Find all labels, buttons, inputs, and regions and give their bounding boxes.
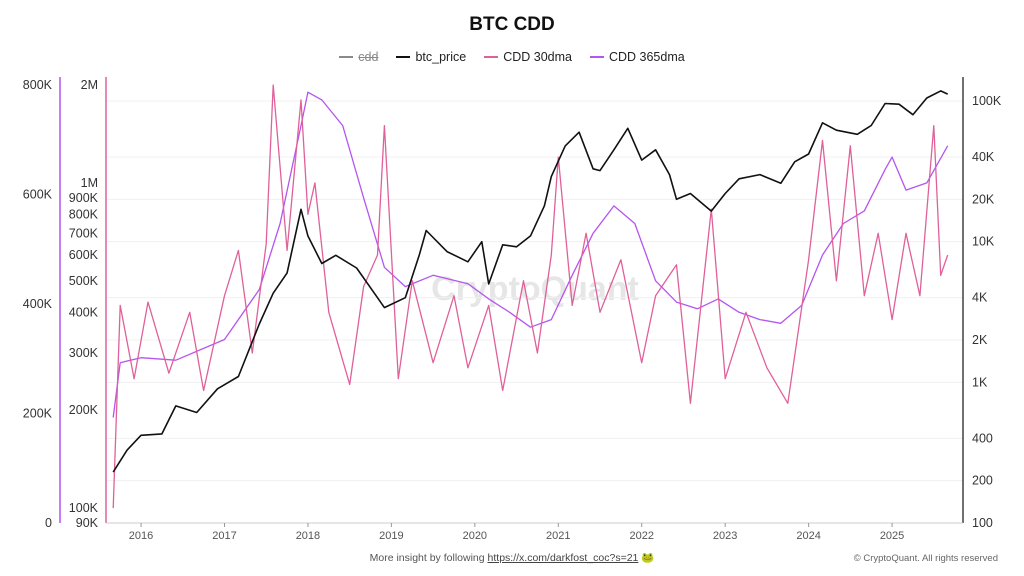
y-tick-label-cdd-log: 400K	[69, 305, 99, 319]
y-tick-label-cdd-log: 500K	[69, 274, 99, 288]
legend-item-cdd-365dma[interactable]: CDD 365dma	[589, 50, 685, 64]
y-tick-label-price: 10K	[972, 235, 995, 249]
y-tick-label-price: 100K	[972, 94, 1002, 108]
x-tick-label: 2018	[296, 530, 320, 542]
series-line-cdd-365dma	[112, 91, 949, 418]
legend-swatch-cdd-365dma	[589, 56, 604, 58]
y-tick-label-cdd-log: 800K	[69, 207, 99, 221]
x-tick-label: 2024	[796, 530, 820, 542]
legend-label-btc-price: btc_price	[415, 50, 467, 64]
x-tick-label: 2025	[880, 530, 904, 542]
y-tick-label-cdd-log: 1M	[81, 176, 98, 190]
y-tick-label-cdd-log: 100K	[69, 501, 99, 515]
x-tick-label: 2017	[212, 530, 236, 542]
legend-swatch-cdd-30dma	[484, 56, 499, 58]
legend-label-cdd-365dma: CDD 365dma	[608, 50, 685, 64]
legend: cdd btc_price CDD 30dma CDD 365dma	[0, 50, 1024, 64]
y-tick-label-cdd-log: 90K	[76, 516, 99, 530]
y-tick-label-price: 4K	[972, 291, 988, 305]
x-tick-label: 2022	[629, 530, 653, 542]
y-tick-label-cdd: 800K	[23, 78, 53, 92]
legend-label-cdd-30dma: CDD 30dma	[503, 50, 572, 64]
footer-link[interactable]: https://x.com/darkfost_coc?s=21	[487, 552, 639, 564]
y-tick-label-cdd-log: 2M	[81, 78, 98, 92]
series-line-cdd-30dma	[112, 84, 949, 509]
y-tick-label-cdd-log: 300K	[69, 346, 99, 360]
frog-emoji-icon: 🐸	[641, 552, 655, 564]
footer-text: More insight by following	[369, 552, 485, 564]
y-tick-label-cdd-log: 200K	[69, 403, 99, 417]
x-tick-label: 2016	[129, 530, 153, 542]
y-tick-label-price: 2K	[972, 333, 988, 347]
y-tick-label-cdd: 0	[45, 516, 52, 530]
y-tick-label-cdd: 400K	[23, 297, 53, 311]
legend-item-btc-price[interactable]: btc_price	[396, 50, 466, 64]
y-tick-label-price: 400	[972, 431, 993, 445]
x-tick-label: 2023	[713, 530, 737, 542]
footer: More insight by following https://x.com/…	[0, 551, 1024, 564]
y-tick-label-cdd-log: 600K	[69, 248, 99, 262]
y-tick-label-cdd-log: 700K	[69, 226, 99, 240]
y-tick-label-price: 100	[972, 516, 993, 530]
legend-item-cdd[interactable]: cdd	[339, 50, 378, 64]
chart-title: BTC CDD	[469, 14, 555, 35]
y-tick-label-price: 40K	[972, 150, 995, 164]
y-tick-label-price: 1K	[972, 375, 988, 389]
legend-item-cdd-30dma[interactable]: CDD 30dma	[484, 50, 572, 64]
x-tick-label: 2020	[463, 530, 487, 542]
y-tick-label-cdd: 200K	[23, 407, 53, 421]
copyright: © CryptoQuant. All rights reserved	[853, 553, 998, 564]
x-tick-label: 2021	[546, 530, 570, 542]
y-tick-label-price: 20K	[972, 192, 995, 206]
legend-swatch-btc-price	[396, 56, 411, 58]
series-line-btc-price	[112, 90, 949, 473]
legend-label-cdd: cdd	[358, 50, 379, 64]
y-tick-label-cdd: 600K	[23, 188, 53, 202]
y-tick-label-price: 200	[972, 474, 993, 488]
x-tick-label: 2019	[379, 530, 403, 542]
watermark: CryptoQuant	[431, 270, 639, 308]
legend-swatch-cdd	[339, 56, 354, 58]
y-tick-label-cdd-log: 900K	[69, 191, 99, 205]
